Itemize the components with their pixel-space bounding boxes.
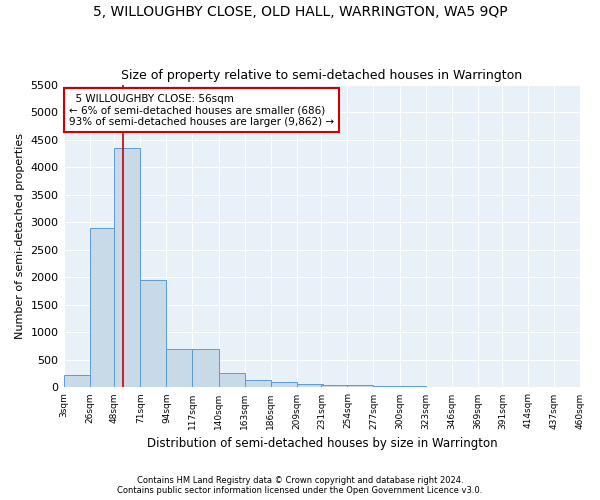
Bar xyxy=(245,380,271,388)
Text: 5 WILLOUGHBY CLOSE: 56sqm  
← 6% of semi-detached houses are smaller (686)
93% o: 5 WILLOUGHBY CLOSE: 56sqm ← 6% of semi-d… xyxy=(69,94,334,127)
Bar xyxy=(400,386,425,388)
Text: 5, WILLOUGHBY CLOSE, OLD HALL, WARRINGTON, WA5 9QP: 5, WILLOUGHBY CLOSE, OLD HALL, WARRINGTO… xyxy=(92,5,508,19)
Bar xyxy=(64,375,89,388)
Bar xyxy=(425,386,452,388)
Bar xyxy=(322,384,347,388)
Bar xyxy=(140,280,166,388)
Bar xyxy=(166,349,193,388)
X-axis label: Distribution of semi-detached houses by size in Warrington: Distribution of semi-detached houses by … xyxy=(147,437,497,450)
Bar xyxy=(115,148,140,388)
Bar xyxy=(452,387,478,388)
Bar xyxy=(271,382,296,388)
Bar xyxy=(193,349,218,388)
Bar xyxy=(347,385,373,388)
Title: Size of property relative to semi-detached houses in Warrington: Size of property relative to semi-detach… xyxy=(121,69,523,82)
Bar xyxy=(296,384,323,388)
Text: Contains HM Land Registry data © Crown copyright and database right 2024.
Contai: Contains HM Land Registry data © Crown c… xyxy=(118,476,482,495)
Y-axis label: Number of semi-detached properties: Number of semi-detached properties xyxy=(15,133,25,339)
Bar xyxy=(218,373,245,388)
Bar xyxy=(89,228,116,388)
Bar xyxy=(373,386,400,388)
